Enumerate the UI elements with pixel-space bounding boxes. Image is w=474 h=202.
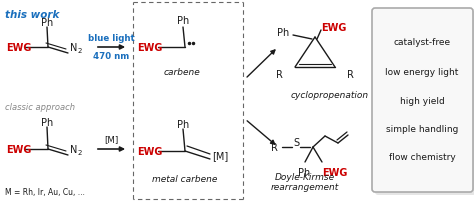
Text: Ph: Ph [298, 167, 310, 177]
Text: R: R [271, 142, 278, 152]
Text: Ph: Ph [177, 16, 189, 26]
Text: high yield: high yield [400, 97, 444, 106]
Text: EWG: EWG [322, 167, 347, 177]
Text: low energy light: low energy light [385, 67, 459, 76]
Text: EWG: EWG [321, 23, 346, 33]
Text: rearrangement: rearrangement [271, 183, 339, 191]
Text: metal carbene: metal carbene [152, 175, 218, 184]
Text: 470 nm: 470 nm [93, 51, 129, 60]
Text: 2: 2 [78, 48, 82, 54]
Text: Ph: Ph [177, 119, 189, 129]
Text: [M]: [M] [212, 150, 228, 160]
FancyBboxPatch shape [372, 9, 473, 192]
Text: EWG: EWG [6, 43, 31, 53]
Text: Doyle-Kirmse: Doyle-Kirmse [275, 173, 335, 182]
Text: S: S [293, 137, 299, 147]
Text: carbene: carbene [164, 67, 201, 76]
Text: simple handling: simple handling [386, 125, 458, 134]
Text: cyclopropenation: cyclopropenation [291, 90, 369, 99]
Text: EWG: EWG [137, 43, 163, 53]
Text: this work: this work [5, 10, 59, 20]
Text: M = Rh, Ir, Au, Cu, ...: M = Rh, Ir, Au, Cu, ... [5, 188, 85, 197]
Text: Ph: Ph [41, 117, 53, 127]
Text: R: R [276, 70, 283, 80]
Text: blue light: blue light [88, 33, 134, 42]
Text: R: R [347, 70, 354, 80]
Text: EWG: EWG [137, 146, 163, 156]
Text: Ph: Ph [41, 18, 53, 28]
Text: catalyst-free: catalyst-free [393, 37, 451, 46]
Text: Ph: Ph [277, 28, 289, 38]
FancyBboxPatch shape [375, 12, 474, 195]
Text: 2: 2 [78, 149, 82, 155]
Text: classic approach: classic approach [5, 103, 75, 112]
Text: EWG: EWG [6, 144, 31, 154]
Text: [M]: [M] [104, 135, 118, 144]
Text: flow chemistry: flow chemistry [389, 153, 456, 162]
Text: N: N [70, 144, 77, 154]
Text: N: N [70, 43, 77, 53]
